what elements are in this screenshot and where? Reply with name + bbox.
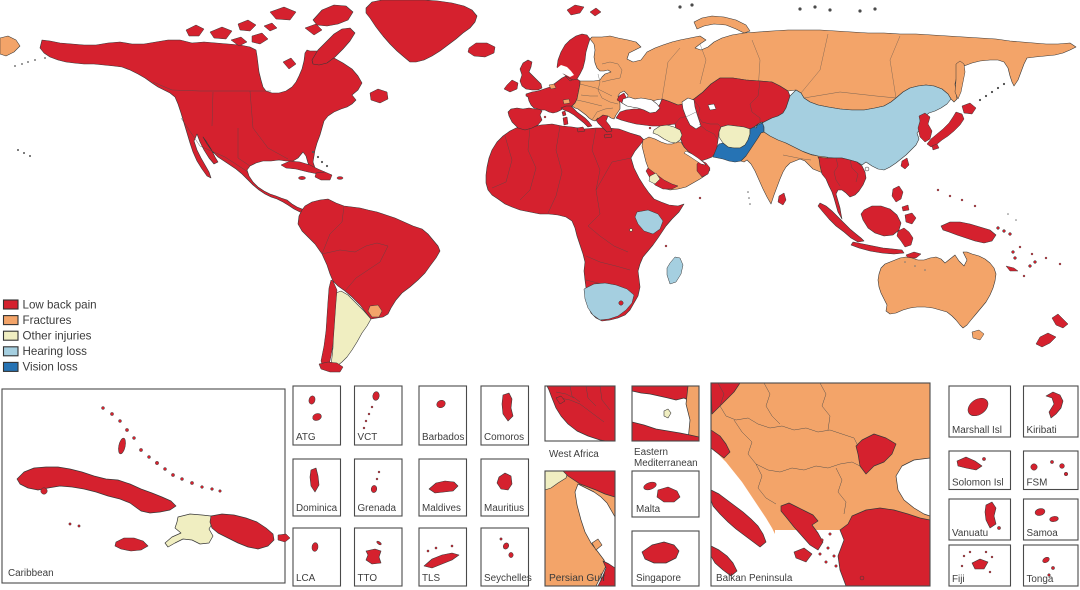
svg-text:Barbados: Barbados bbox=[422, 432, 464, 443]
svg-text:Vanuatu: Vanuatu bbox=[952, 528, 988, 539]
svg-text:TTO: TTO bbox=[358, 573, 378, 584]
svg-text:Balkan Peninsula: Balkan Peninsula bbox=[716, 573, 793, 584]
svg-text:Grenada: Grenada bbox=[358, 503, 397, 514]
svg-text:Marshall Isl: Marshall Isl bbox=[952, 425, 1002, 436]
svg-text:Malta: Malta bbox=[636, 504, 661, 515]
svg-text:Singapore: Singapore bbox=[636, 573, 682, 584]
svg-text:VCT: VCT bbox=[358, 432, 378, 443]
svg-text:Seychelles: Seychelles bbox=[484, 573, 532, 584]
svg-text:West Africa: West Africa bbox=[549, 449, 599, 460]
svg-text:Vision loss: Vision loss bbox=[23, 361, 78, 374]
svg-text:Samoa: Samoa bbox=[1027, 528, 1059, 539]
svg-text:Eastern: Eastern bbox=[634, 447, 668, 458]
svg-text:Fiji: Fiji bbox=[952, 574, 965, 585]
svg-text:Persian Gulf: Persian Gulf bbox=[549, 573, 605, 584]
svg-text:Dominica: Dominica bbox=[296, 503, 338, 514]
svg-text:LCA: LCA bbox=[296, 573, 316, 584]
svg-text:Other injuries: Other injuries bbox=[23, 330, 92, 343]
svg-text:FSM: FSM bbox=[1027, 478, 1048, 489]
svg-text:TLS: TLS bbox=[422, 573, 441, 584]
svg-text:Comoros: Comoros bbox=[484, 432, 524, 443]
svg-text:Fractures: Fractures bbox=[23, 314, 72, 327]
svg-text:Tonga: Tonga bbox=[1027, 574, 1054, 585]
svg-text:Solomon Isl: Solomon Isl bbox=[952, 478, 1004, 489]
svg-text:Mauritius: Mauritius bbox=[484, 503, 524, 514]
svg-text:Hearing loss: Hearing loss bbox=[23, 345, 88, 358]
svg-text:ATG: ATG bbox=[296, 432, 316, 443]
svg-text:Low back pain: Low back pain bbox=[23, 298, 97, 311]
svg-text:Caribbean: Caribbean bbox=[8, 568, 54, 579]
svg-text:Maldives: Maldives bbox=[422, 503, 461, 514]
svg-text:Mediterranean: Mediterranean bbox=[634, 458, 698, 469]
svg-text:Kiribati: Kiribati bbox=[1027, 425, 1057, 436]
